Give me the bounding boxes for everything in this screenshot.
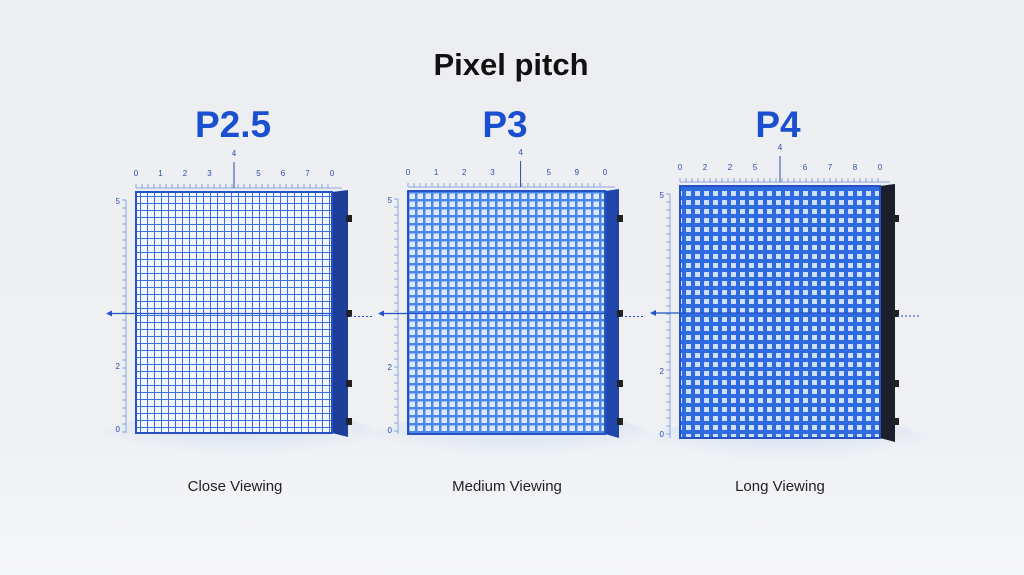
ruler-label: 9	[575, 168, 580, 177]
ruler-label: 4	[778, 143, 783, 152]
panel-clip	[893, 418, 899, 425]
ruler-label: 0	[678, 163, 683, 172]
ruler-label: 0	[406, 168, 411, 177]
pitch-label: P4	[755, 104, 801, 145]
caption: Long Viewing	[735, 478, 825, 495]
panel-clip	[346, 418, 352, 425]
panel-clip	[346, 215, 352, 222]
ruler-label: 5	[256, 169, 261, 178]
pitch-label: P3	[482, 104, 527, 145]
ruler-label: 5	[660, 191, 665, 200]
arrow-head	[650, 310, 656, 316]
panel-clip	[617, 380, 623, 387]
ruler-label: 2	[116, 362, 121, 371]
panel-side	[332, 190, 348, 437]
panel-clip	[617, 418, 623, 425]
ruler-label: 0	[388, 426, 393, 435]
panel-clip	[893, 215, 899, 222]
ruler-label: 2	[703, 163, 708, 172]
ruler-label: 0	[134, 169, 139, 178]
ruler-label: 2	[388, 363, 393, 372]
arrow-head	[106, 310, 112, 317]
ruler-label: 0	[330, 169, 335, 178]
arrow-head	[378, 310, 384, 317]
ruler-label: 6	[803, 163, 808, 172]
panel-clip	[893, 310, 899, 317]
panel-side	[605, 189, 619, 438]
ruler-label: 7	[828, 163, 833, 172]
ruler-label: 2	[728, 163, 733, 172]
panel-clip	[617, 310, 623, 317]
title: Pixel pitch	[433, 47, 588, 82]
ruler-label: 3	[207, 169, 212, 178]
ruler-label: 4	[232, 149, 237, 158]
caption: Close Viewing	[188, 478, 283, 495]
ruler-label: 2	[462, 168, 467, 177]
ruler-label: 0	[116, 425, 121, 434]
ruler-label: 4	[518, 148, 523, 157]
ruler-label: 5	[753, 163, 758, 172]
ruler-label: 5	[388, 196, 393, 205]
panel-clip	[346, 310, 352, 317]
panel-front	[679, 185, 881, 439]
pitch-label: P2.5	[195, 104, 271, 145]
caption: Medium Viewing	[452, 478, 562, 495]
ruler-label: 5	[546, 168, 551, 177]
panel-front	[135, 191, 333, 434]
ruler-label: 7	[305, 169, 310, 178]
panel-side	[880, 184, 895, 442]
ruler-label: 1	[158, 169, 163, 178]
panel-clip	[893, 380, 899, 387]
ruler-label: 6	[281, 169, 286, 178]
ruler-label: 3	[490, 168, 495, 177]
ruler-label: 2	[183, 169, 188, 178]
panel-front	[407, 190, 606, 435]
panel-clip	[346, 380, 352, 387]
ruler-label: 0	[603, 168, 608, 177]
ruler-label: 1	[434, 168, 439, 177]
ruler-label: 8	[853, 163, 858, 172]
ruler-label: 0	[878, 163, 883, 172]
panel-clip	[617, 215, 623, 222]
ruler-label: 2	[660, 367, 665, 376]
ruler-label: 5	[116, 197, 121, 206]
ruler-label: 0	[660, 430, 665, 439]
